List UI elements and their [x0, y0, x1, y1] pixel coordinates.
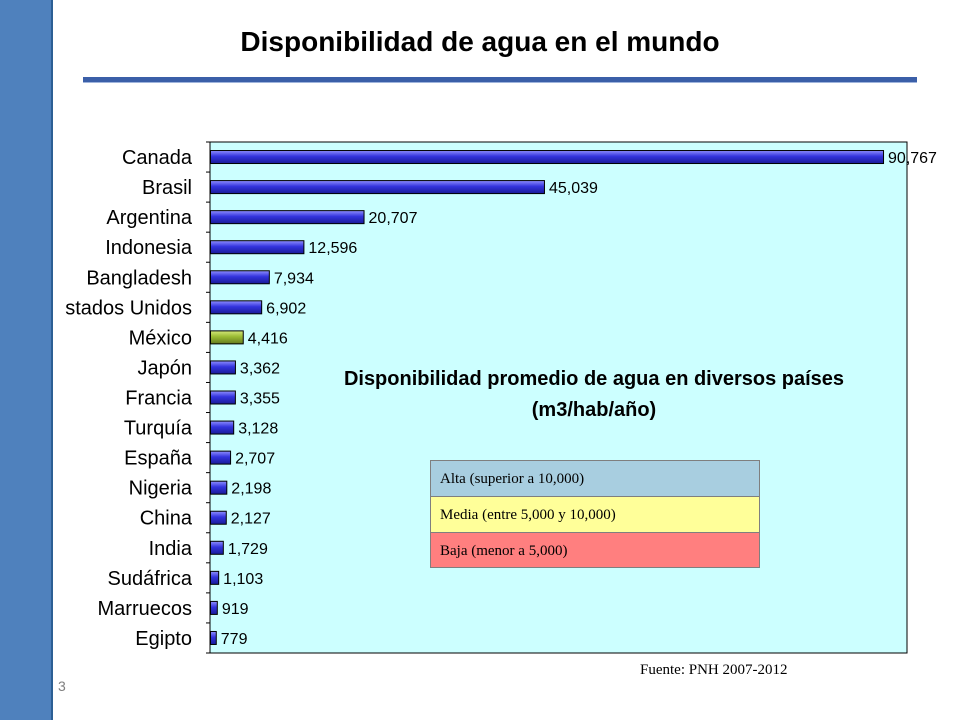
- bar-12: [210, 510, 227, 525]
- bar-11: [210, 480, 228, 495]
- category-label: stados Unidos: [65, 297, 192, 319]
- category-label: México: [129, 327, 192, 349]
- value-label: 90,767: [888, 150, 937, 167]
- bar-3: [210, 240, 305, 255]
- category-label: China: [140, 508, 193, 530]
- category-label: Marruecos: [98, 598, 192, 620]
- bar-16: [210, 630, 217, 645]
- value-label: 2,707: [235, 451, 275, 468]
- category-label: Francia: [125, 388, 193, 410]
- bar-0: [210, 150, 885, 165]
- value-label: 2,127: [231, 511, 271, 528]
- value-label: 3,355: [240, 391, 280, 408]
- value-label: 919: [222, 601, 249, 618]
- category-label: Egipto: [135, 628, 192, 650]
- legend-item-baja: Baja (menor a 5,000): [431, 533, 759, 567]
- title-rule: [83, 77, 917, 83]
- value-label: 1,729: [228, 541, 268, 558]
- category-label: Japón: [138, 357, 193, 379]
- category-label: España: [124, 448, 193, 470]
- value-label: 45,039: [549, 180, 598, 197]
- value-label: 4,416: [248, 330, 288, 347]
- bar-8: [210, 390, 236, 405]
- bar-14: [210, 570, 220, 585]
- category-label: Canada: [122, 147, 193, 169]
- value-label: 20,707: [369, 210, 418, 227]
- bar-1: [210, 180, 545, 195]
- side-accent-bar: [0, 0, 53, 720]
- bar-2: [210, 210, 365, 225]
- category-label: Bangladesh: [86, 267, 192, 289]
- category-label: Indonesia: [105, 237, 193, 259]
- category-label: Brasil: [142, 177, 192, 199]
- value-label: 3,128: [238, 421, 278, 438]
- legend: Alta (superior a 10,000) Media (entre 5,…: [430, 460, 760, 568]
- legend-item-alta: Alta (superior a 10,000): [431, 461, 759, 497]
- page-number: 3: [58, 678, 66, 694]
- value-label: 2,198: [231, 481, 271, 498]
- category-label: Nigeria: [129, 478, 193, 500]
- category-label: Turquía: [124, 418, 193, 440]
- bar-9: [210, 420, 235, 435]
- value-label: 6,902: [266, 300, 306, 317]
- chart-title: Disponibilidad promedio de agua en diver…: [344, 368, 844, 390]
- category-label: Sudáfrica: [108, 568, 193, 590]
- legend-item-media: Media (entre 5,000 y 10,000): [431, 497, 759, 533]
- source-note: Fuente: PNH 2007-2012: [640, 662, 788, 678]
- category-label: India: [149, 538, 193, 560]
- category-label: Argentina: [106, 207, 192, 229]
- value-label: 1,103: [223, 571, 263, 588]
- chart-subtitle: (m3/hab/año): [532, 399, 656, 421]
- value-label: 3,362: [240, 360, 280, 377]
- bar-15: [210, 600, 218, 615]
- slide-title: Disponibilidad de agua en el mundo: [240, 26, 720, 57]
- bar-4: [210, 270, 270, 285]
- bar-10: [210, 450, 232, 465]
- value-label: 12,596: [308, 240, 357, 257]
- bar-13: [210, 540, 224, 555]
- bar-6: [210, 330, 244, 345]
- bar-7: [210, 360, 236, 375]
- value-label: 779: [221, 631, 248, 648]
- bar-5: [210, 300, 263, 315]
- value-label: 7,934: [274, 270, 314, 287]
